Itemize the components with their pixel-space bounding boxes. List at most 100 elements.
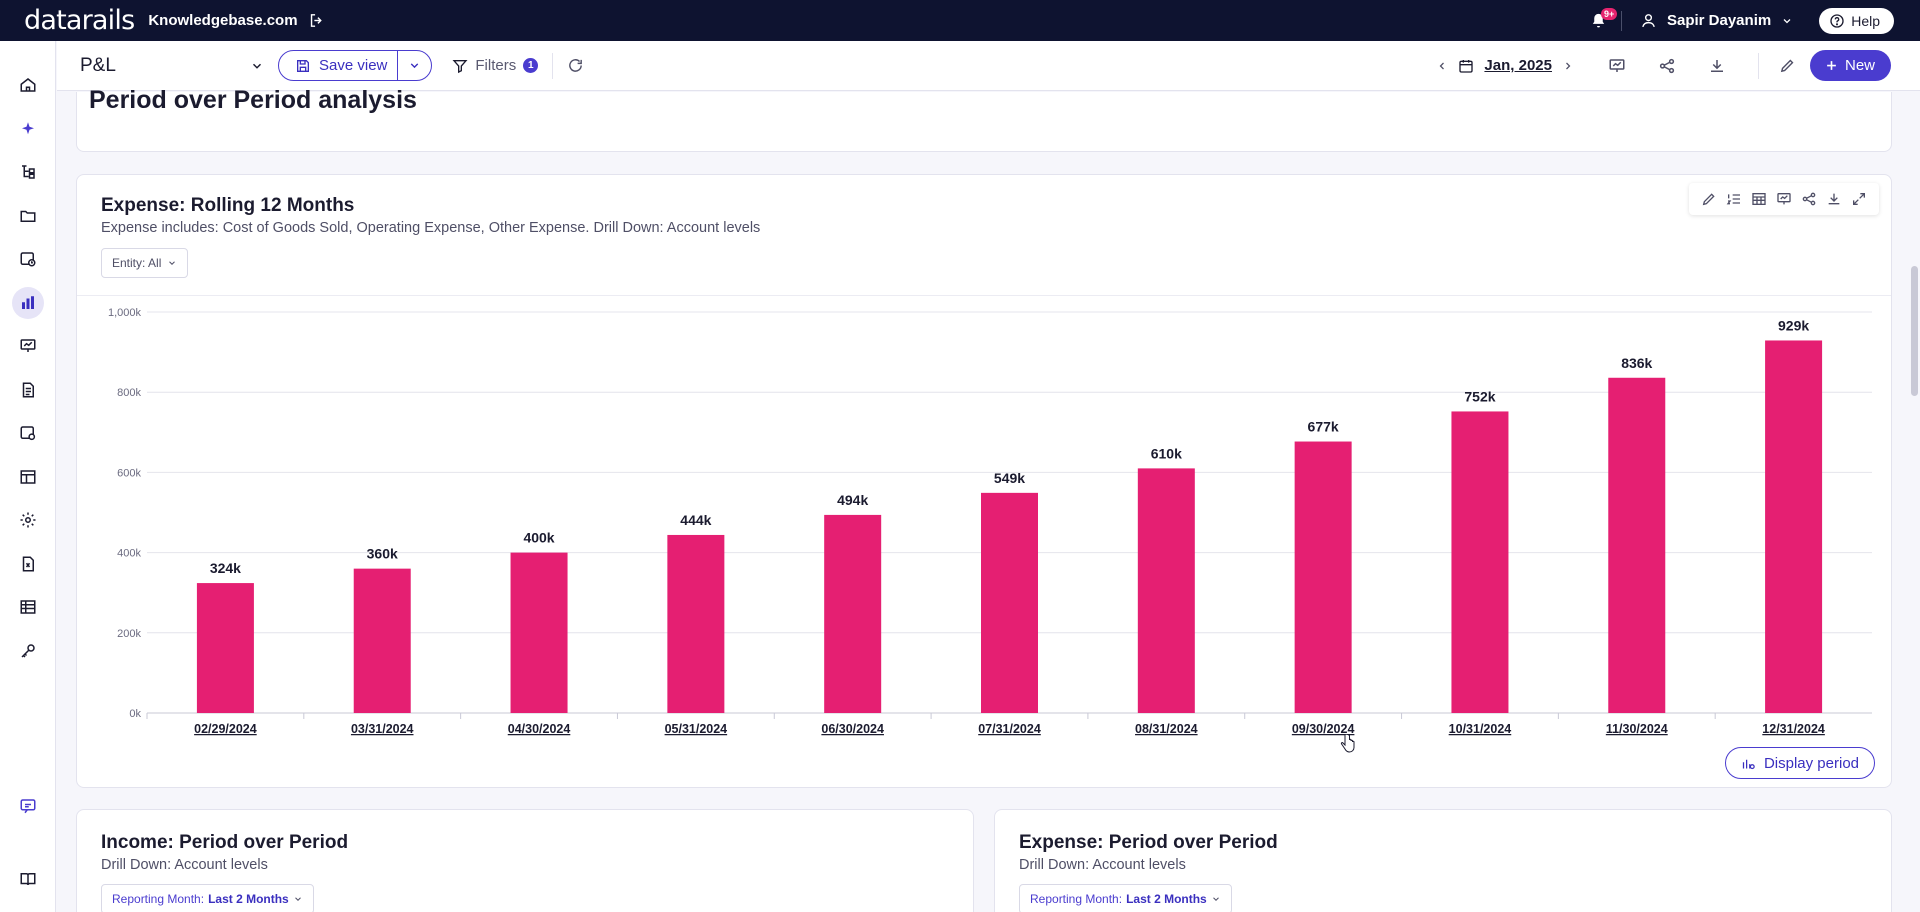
income-card-subtitle: Drill Down: Account levels	[101, 857, 268, 873]
scrollbar-thumb[interactable]	[1911, 266, 1918, 396]
expense-bar-chart: 0k 200k 400k 600k 800k 1,000k 324k 02/29/2024 36…	[108, 307, 1872, 736]
chevron-down-icon	[294, 897, 301, 901]
presentation-icon[interactable]	[1608, 57, 1626, 75]
user-name: Sapir Dayanim	[1666, 12, 1772, 29]
x-tick-label[interactable]: 09/30/2024	[1292, 722, 1355, 736]
save-view-button[interactable]: Save view	[279, 51, 397, 80]
entity-filter-dropdown[interactable]: Entity: All	[101, 248, 189, 278]
table-layout-icon[interactable]	[12, 461, 44, 493]
download-icon[interactable]	[1708, 57, 1726, 75]
data-label: 929k	[1778, 317, 1809, 333]
chevron-down-icon	[169, 261, 176, 265]
y-tick-label: 0k	[129, 708, 141, 720]
data-label: 677k	[1308, 419, 1339, 435]
bar	[1451, 411, 1509, 713]
share-icon[interactable]	[1801, 191, 1817, 207]
new-label: New	[1844, 57, 1875, 74]
period-label[interactable]: Jan, 2025	[1484, 57, 1552, 74]
edit-pencil-icon[interactable]	[1701, 191, 1717, 207]
scrollbar[interactable]	[1909, 91, 1920, 912]
top-bar: datarails Knowledgebase.com 9+ Sapir Day…	[0, 0, 1920, 41]
table-view-icon[interactable]	[1751, 191, 1767, 207]
calendar-icon	[1458, 58, 1474, 74]
presentation-icon[interactable]	[12, 330, 44, 362]
chevron-right-icon[interactable]	[1562, 60, 1574, 72]
folder-icon[interactable]	[12, 200, 44, 232]
reporting-month-label: Reporting Month:	[1030, 892, 1123, 906]
chat-icon[interactable]	[12, 790, 44, 822]
hierarchy-icon[interactable]	[12, 156, 44, 188]
bar	[981, 492, 1038, 713]
x-tick-label[interactable]: 03/31/2024	[351, 722, 414, 736]
save-view-group: Save view	[278, 50, 433, 81]
help-button[interactable]: Help	[1819, 7, 1894, 34]
chevron-left-icon[interactable]	[1436, 60, 1448, 72]
bar	[824, 514, 882, 713]
x-tick-label[interactable]: 08/31/2024	[1135, 722, 1198, 736]
share-icon[interactable]	[1658, 57, 1676, 75]
bar	[1765, 340, 1823, 713]
user-icon	[1642, 14, 1655, 28]
chevron-down-icon	[1783, 18, 1791, 23]
sidebar	[0, 41, 56, 912]
gear-icon[interactable]	[12, 504, 44, 536]
edit-pencil-icon[interactable]	[1779, 57, 1796, 74]
divider	[397, 51, 399, 80]
report-settings-icon[interactable]	[12, 417, 44, 449]
user-menu[interactable]: Sapir Dayanim	[1640, 12, 1793, 29]
chevron-down-icon	[1212, 897, 1219, 901]
reporting-month-value: Last 2 Months	[1126, 892, 1207, 906]
expand-icon[interactable]	[1851, 191, 1867, 207]
bar	[353, 568, 411, 713]
chart-subtitle: Expense includes: Cost of Goods Sold, Op…	[101, 220, 761, 236]
presentation-icon[interactable]	[1776, 191, 1792, 207]
sort-order-icon[interactable]	[1726, 191, 1742, 207]
report-title[interactable]: P&L	[80, 54, 116, 76]
save-view-label: Save view	[319, 57, 388, 74]
x-tick-label[interactable]: 07/31/2024	[978, 722, 1041, 736]
new-button[interactable]: New	[1809, 50, 1891, 81]
document-icon[interactable]	[12, 374, 44, 406]
y-tick-label: 600k	[117, 467, 141, 479]
bar-chart-icon[interactable]	[12, 287, 44, 319]
grid-table-icon[interactable]	[12, 591, 44, 623]
data-label: 494k	[837, 492, 868, 508]
download-icon[interactable]	[1826, 191, 1842, 207]
data-label: 836k	[1621, 355, 1652, 371]
scheduled-reports-icon[interactable]	[12, 243, 44, 275]
data-label: 400k	[523, 530, 554, 546]
entity-filter-label: Entity: All	[112, 256, 162, 270]
x-tick-label[interactable]: 05/31/2024	[665, 722, 728, 736]
book-icon[interactable]	[12, 863, 44, 895]
datarails-logo[interactable]: datarails	[24, 5, 135, 36]
save-options-chevron-icon[interactable]	[398, 51, 431, 80]
display-period-button[interactable]: Display period	[1724, 747, 1875, 779]
sparkle-ai-icon[interactable]	[12, 113, 44, 145]
period-selector: Jan, 2025	[1436, 57, 1574, 74]
data-label: 324k	[210, 560, 241, 576]
excel-file-icon[interactable]	[12, 548, 44, 580]
x-tick-label[interactable]: 02/29/2024	[194, 722, 257, 736]
expense-period-card: Expense: Period over Period Drill Down: …	[994, 809, 1892, 912]
reporting-month-dropdown[interactable]: Reporting Month: Last 2 Months	[101, 884, 314, 912]
report-toolbar: P&L Save view Filters 1 Jan, 2025	[57, 41, 1920, 91]
refresh-icon[interactable]	[567, 57, 584, 74]
home-icon[interactable]	[12, 69, 44, 101]
chevron-down-icon[interactable]	[250, 59, 264, 73]
chart-settings-icon	[1742, 759, 1755, 769]
x-tick-label[interactable]: 12/31/2024	[1762, 722, 1825, 736]
bar	[196, 583, 254, 713]
notifications-bell-icon[interactable]: 9+	[1590, 7, 1618, 30]
data-label: 549k	[994, 470, 1025, 486]
reporting-month-dropdown[interactable]: Reporting Month: Last 2 Months	[1019, 884, 1232, 912]
x-tick-label[interactable]: 11/30/2024	[1606, 722, 1668, 736]
filters-button[interactable]: Filters 1	[452, 57, 539, 74]
exit-workspace-icon[interactable]	[308, 12, 325, 29]
key-icon[interactable]	[12, 635, 44, 667]
expense-rolling-chart-card: Expense: Rolling 12 Months Expense inclu…	[76, 174, 1892, 788]
x-tick-label[interactable]: 04/30/2024	[508, 722, 571, 736]
x-tick-label[interactable]: 06/30/2024	[821, 722, 884, 736]
x-tick-label[interactable]: 10/31/2024	[1449, 722, 1512, 736]
income-period-card: Income: Period over Period Drill Down: A…	[76, 809, 974, 912]
data-label: 360k	[367, 546, 398, 562]
